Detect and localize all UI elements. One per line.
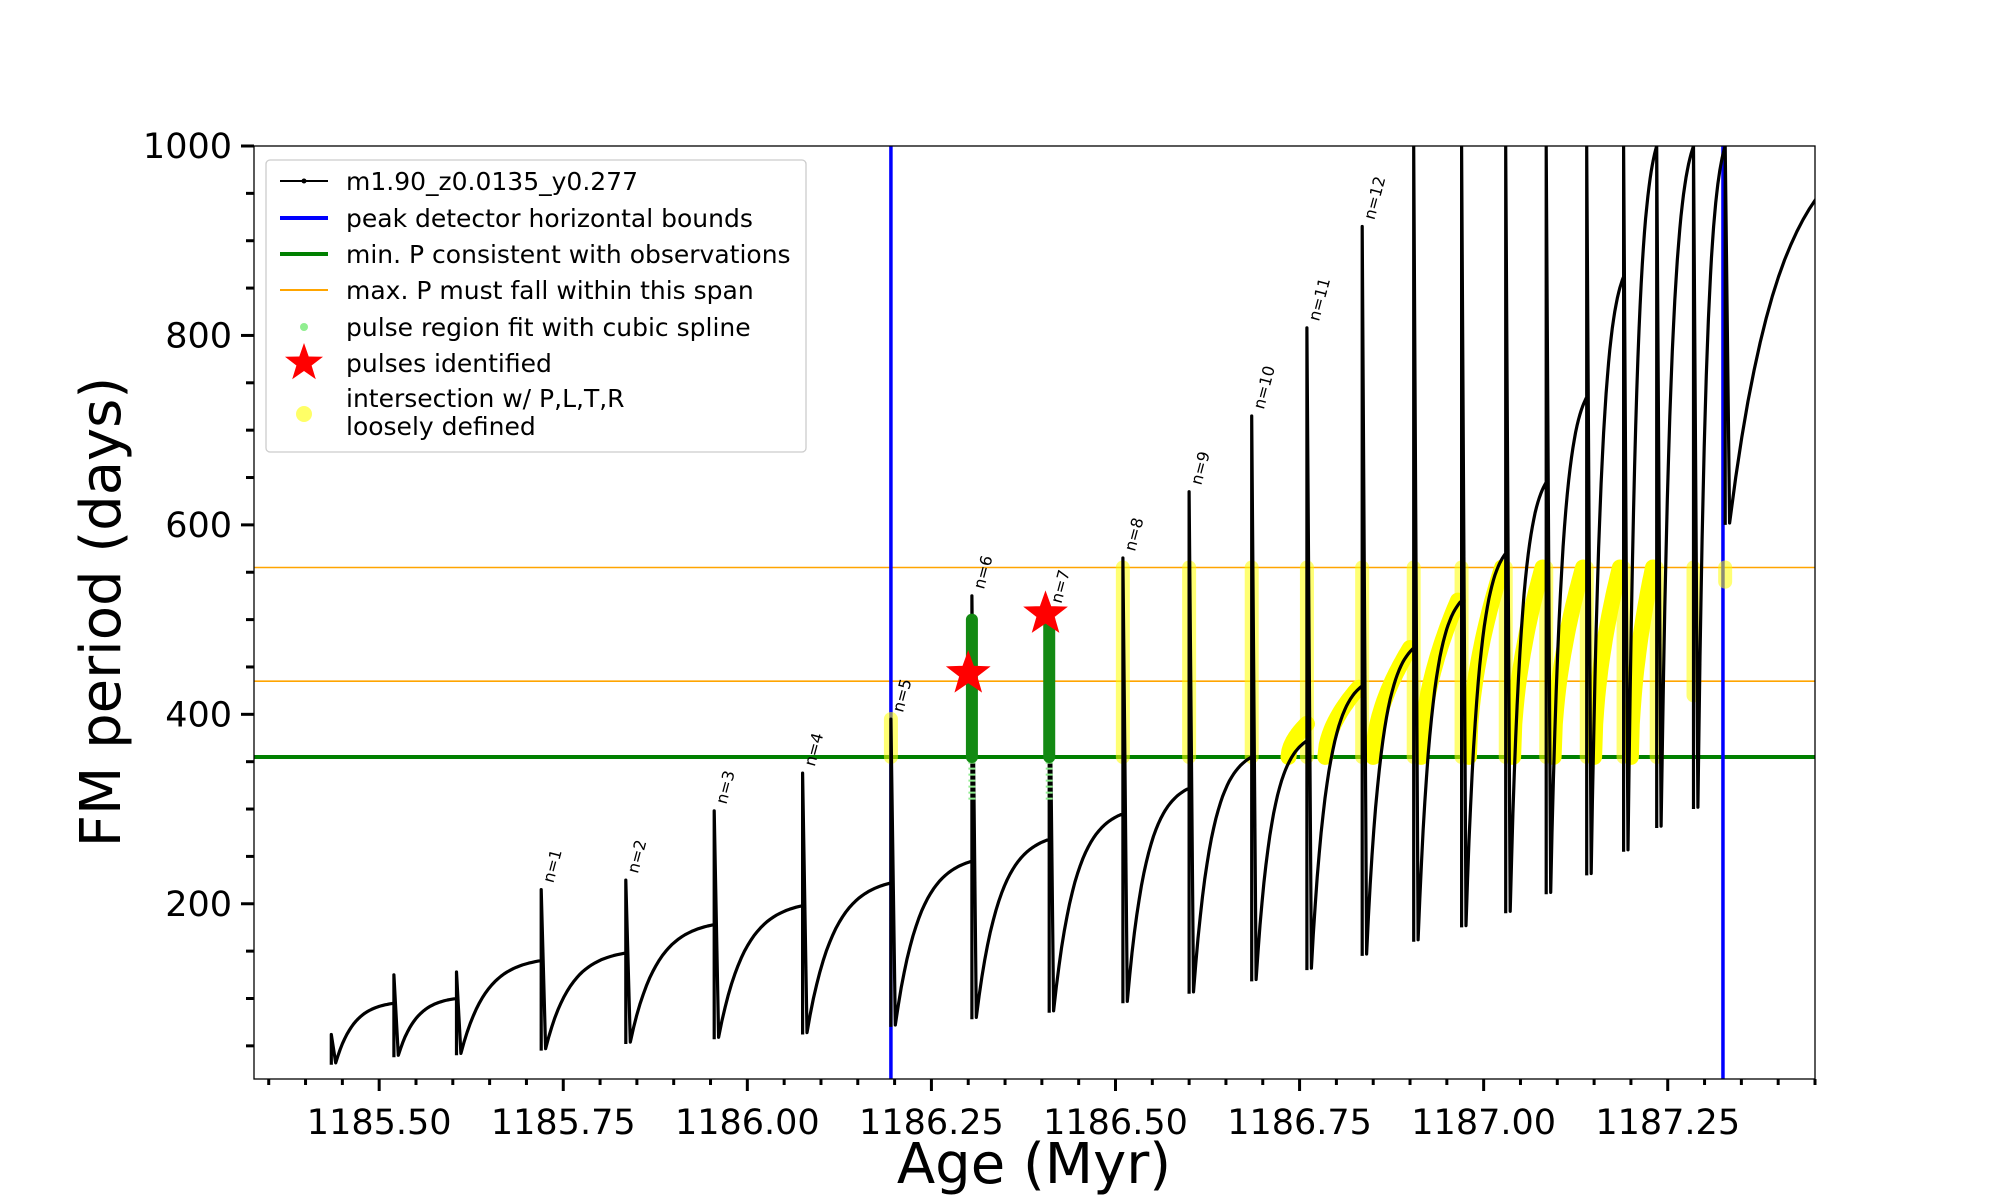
x-tick-label: 1187.00 bbox=[1411, 1103, 1556, 1143]
pulse-label: n=6 bbox=[969, 553, 996, 591]
legend-label: pulse region fit with cubic spline bbox=[346, 313, 751, 342]
pulse-label: n=10 bbox=[1249, 364, 1279, 411]
legend-label: pulses identified bbox=[346, 349, 552, 378]
pulse-label: n=1 bbox=[539, 847, 566, 885]
x-tick-label: 1185.50 bbox=[307, 1103, 452, 1143]
y-tick-label: 200 bbox=[165, 885, 232, 925]
legend-label: intersection w/ P,L,T,R bbox=[346, 384, 625, 413]
intersection-arc bbox=[1586, 559, 1628, 765]
y-axis-title: FM period (days) bbox=[69, 377, 134, 847]
pulse-star bbox=[945, 650, 991, 693]
y-tick-label: 600 bbox=[165, 506, 232, 546]
pulse-label: n=4 bbox=[800, 731, 827, 769]
pulse-label: n=7 bbox=[1047, 568, 1074, 606]
pulse-label: n=9 bbox=[1187, 449, 1214, 487]
pulse-star bbox=[1023, 590, 1068, 633]
x-tick-label: 1186.75 bbox=[1227, 1103, 1372, 1143]
model-curve bbox=[329, 146, 1815, 1065]
legend-box bbox=[265, 159, 807, 453]
legend-label: max. P must fall within this span bbox=[346, 276, 754, 305]
intersection-arc bbox=[1622, 559, 1661, 765]
x-tick-label: 1186.00 bbox=[675, 1103, 820, 1143]
pulses-identified bbox=[945, 590, 1068, 693]
plot-area bbox=[254, 146, 1815, 1079]
y-tick-label: 800 bbox=[165, 316, 232, 356]
x-tick-label: 1187.25 bbox=[1595, 1103, 1740, 1143]
legend-swatch-dot bbox=[301, 178, 307, 184]
intersection-arc bbox=[1317, 679, 1367, 765]
y-tick-label: 1000 bbox=[143, 127, 232, 167]
x-tick-label: 1186.50 bbox=[1043, 1103, 1188, 1143]
pulse-label: n=12 bbox=[1360, 174, 1390, 221]
x-tick-label: 1186.25 bbox=[859, 1103, 1004, 1143]
y-tick-label: 400 bbox=[165, 695, 232, 735]
pulse-label: n=2 bbox=[623, 838, 650, 876]
x-axis: 1185.50 1185.75 1186.00 1186.25 1186.50 1186.… bbox=[267, 1079, 1817, 1143]
pulse-label: n=11 bbox=[1304, 276, 1334, 323]
x-axis-title: Age (Myr) bbox=[897, 1132, 1171, 1197]
legend-label: m1.90_z0.0135_y0.277 bbox=[346, 167, 638, 196]
legend-label: min. P consistent with observations bbox=[346, 240, 791, 269]
x-tick-label: 1185.75 bbox=[491, 1103, 636, 1143]
legend-swatch bbox=[300, 323, 308, 331]
legend-label: loosely defined bbox=[346, 412, 536, 441]
model-curve-line bbox=[329, 146, 1815, 1065]
legend-swatch bbox=[285, 343, 323, 380]
intersection-arc bbox=[1365, 640, 1418, 765]
intersection-arc bbox=[1545, 559, 1592, 765]
legend-swatch bbox=[296, 406, 312, 422]
plot-frame bbox=[253, 145, 1816, 1080]
spline-fits bbox=[965, 613, 1056, 800]
intersection-arc bbox=[1280, 715, 1315, 765]
pulse-label: n=8 bbox=[1120, 516, 1147, 554]
pulse-label: n=3 bbox=[712, 768, 739, 806]
legend-label: peak detector horizontal bounds bbox=[346, 204, 753, 233]
intersection-arc bbox=[1413, 592, 1466, 765]
y-axis: 200 400 600 800 1000 bbox=[143, 127, 254, 1048]
